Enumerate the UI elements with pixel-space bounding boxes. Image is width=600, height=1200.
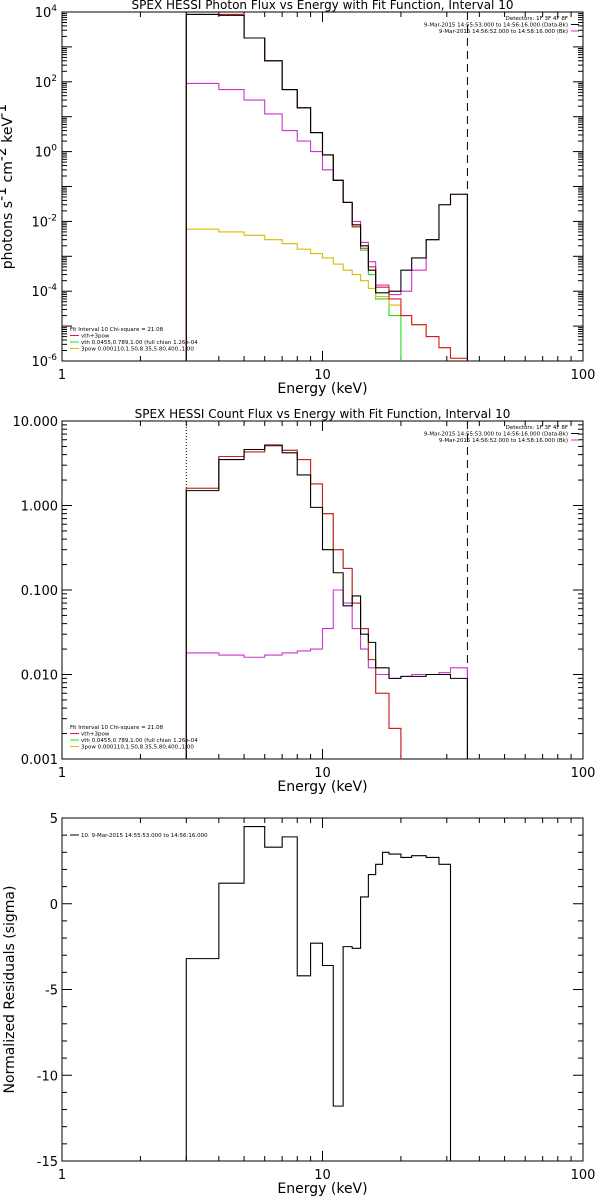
- y-tick-label: 104: [35, 4, 58, 21]
- series-line-vth-3pow: [185, 13, 468, 361]
- series-line-10-9-mar-2015-14-55-53-000-to-14-56-16-000: [185, 826, 452, 1161]
- legend-entry: 9-Mar-2015 14:56:52.000 to 14:58:16.000 …: [439, 438, 568, 444]
- y-tick-base: 10: [35, 76, 52, 91]
- series-group: [185, 444, 468, 759]
- y-tick-label: -10: [37, 1069, 58, 1084]
- legend-entry: 3pow 0.000110,1.50,8.35,5.80,400.,1.00: [81, 745, 194, 751]
- y-tick-base: 10: [35, 146, 52, 161]
- y-tick-label: 10-6: [31, 353, 57, 370]
- y-tick-label: 0.010: [21, 669, 58, 684]
- x-tick-label: 10: [314, 1168, 331, 1183]
- series-line-3pow: [185, 228, 468, 361]
- series-line-vth: [185, 445, 402, 759]
- series-line-data-bk: [185, 13, 468, 361]
- y-tick-base: 10: [31, 285, 48, 300]
- legend-entry: Fit Interval 10 Chi-square = 21.08: [70, 327, 164, 333]
- y-tick-exponent: -4: [48, 283, 57, 293]
- plot-frame: [61, 817, 584, 1162]
- y-tick-exponent: 4: [51, 4, 57, 14]
- y-tick-label: 0.100: [21, 584, 58, 599]
- legend-entry: 9-Mar-2015 14:55:53.000 to 14:56:16.000 …: [424, 432, 568, 438]
- legend-entry: vth+3pow: [81, 732, 110, 738]
- y-axis-label-part: keV: [0, 117, 16, 148]
- series-line-bk: [185, 82, 468, 361]
- y-axis-label-part: -1: [0, 104, 10, 118]
- legend-entry: Detectors: 1F 3F 4F 8F: [506, 16, 568, 22]
- x-tick-label: 1: [58, 766, 66, 781]
- x-tick-label: 10: [314, 368, 331, 383]
- y-tick-exponent: -2: [48, 213, 57, 223]
- x-tick-label: 1: [58, 1168, 66, 1183]
- legend-entry: 10. 9-Mar-2015 14:55:53.000 to 14:56:16.…: [81, 833, 208, 839]
- legend-entry: Detectors: 1F 3F 4F 8F: [506, 425, 568, 431]
- x-tick-label: 1: [58, 368, 66, 383]
- x-tick-label: 10: [314, 766, 331, 781]
- y-tick-label: 5: [50, 812, 58, 827]
- y-tick-label: 10-2: [31, 213, 57, 230]
- y-axis-label-part: -1: [0, 187, 10, 201]
- legend-entry: 9-Mar-2015 14:55:53.000 to 14:56:16.000 …: [424, 23, 568, 29]
- x-axis-label: Energy (keV): [277, 1181, 367, 1197]
- y-tick-label: 10-4: [31, 283, 57, 300]
- legend-entry: 3pow 0.000110,1.50,8.35,5.80,400.,1.00: [81, 347, 194, 353]
- y-axis-label-part: -2: [0, 147, 10, 161]
- y-tick-exponent: 0: [51, 144, 57, 154]
- x-tick-label: 100: [571, 368, 596, 383]
- chart-title: SPEX HESSI Photon Flux vs Energy with Fi…: [132, 0, 514, 12]
- legend-entry: Fit Interval 10 Chi-square = 21.08: [70, 725, 164, 731]
- plot-panel-2: 1 10 100 0.001 0.010 0.100 1.000 10.000 SPEX HES…: [13, 407, 596, 795]
- y-tick-label: 0.001: [21, 753, 58, 768]
- y-axis-label-part: cm: [0, 161, 16, 187]
- y-tick-base: 10: [31, 215, 48, 230]
- plot-frame: [61, 11, 584, 362]
- plot-panel-3: 1 10 100 -15 -10 -5 0 5 Energy (keV) Normalized R…: [2, 812, 595, 1197]
- y-tick-base: 10: [35, 6, 52, 21]
- series-group: [185, 826, 452, 1161]
- legend-entry: 9-Mar-2015 14:56:52.000 to 14:58:16.000 …: [439, 29, 568, 35]
- x-axis-label: Energy (keV): [277, 779, 367, 795]
- y-tick-label: -15: [37, 1155, 58, 1170]
- y-axis-label: photons s-1 cm-2 keV-1: [0, 104, 16, 269]
- y-tick-label: -5: [45, 984, 58, 999]
- y-tick-label: 0: [50, 898, 58, 913]
- y-tick-exponent: -6: [48, 353, 57, 363]
- legend-entry: vth 0.0455,0.789,1.00 (full chian 1.26e-…: [81, 340, 198, 346]
- chart-title: SPEX HESSI Count Flux vs Energy with Fit…: [135, 407, 511, 421]
- y-tick-label: 102: [35, 74, 57, 91]
- series-line-bk: [185, 589, 468, 759]
- y-tick-label: 100: [35, 144, 58, 161]
- y-axis-label-part: photons s: [0, 201, 16, 269]
- y-tick-label: 10.000: [13, 415, 59, 430]
- y-tick-exponent: 2: [51, 74, 57, 84]
- x-tick-label: 100: [571, 1168, 596, 1183]
- y-tick-base: 10: [31, 355, 48, 370]
- series-line-vth-3pow: [185, 445, 402, 759]
- series-line-data-bk: [185, 444, 468, 759]
- series-group: [185, 13, 468, 361]
- legend-entry: vth 0.0455,0.789,1.00 (full chian 1.26e-…: [81, 738, 198, 744]
- y-tick-label: 1.000: [21, 500, 58, 515]
- series-line-vth: [185, 13, 402, 361]
- plot-frame: [61, 420, 584, 760]
- y-axis-label: Normalized Residuals (sigma): [2, 886, 18, 1094]
- x-tick-label: 100: [571, 766, 596, 781]
- legend-entry: vth+3pow: [81, 334, 110, 340]
- x-axis-label: Energy (keV): [277, 381, 367, 397]
